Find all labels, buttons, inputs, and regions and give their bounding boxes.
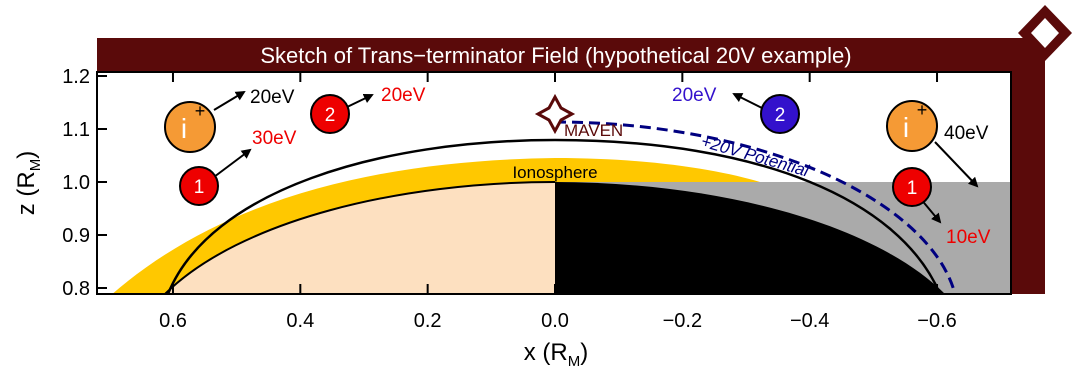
x-tick-label: −0.2 (663, 310, 702, 332)
energy-e2-right: 20eV (672, 85, 717, 106)
ion-right: i + (886, 100, 938, 152)
right-frame-column (1011, 38, 1045, 294)
planet-surface-line (164, 181, 556, 294)
x-tick-label: 0.2 (414, 310, 442, 332)
y-axis-ticks: 0.8 0.9 1.0 1.1 1.2 (62, 66, 107, 300)
energy-e2-left: 20eV (381, 85, 426, 106)
x-axis-label: x (RM) (524, 339, 589, 368)
energy-ion-left: 20eV (250, 87, 295, 108)
arrow-e1-left (213, 148, 252, 178)
title-bar (97, 38, 1045, 72)
ionosphere-label: Ionosphere (512, 163, 597, 182)
y-axis-label: z (RM) (13, 151, 44, 216)
electron-2-right: 2 (760, 94, 800, 134)
svg-text:+: + (195, 101, 206, 121)
svg-text:2: 2 (325, 105, 336, 126)
svg-text:1: 1 (194, 177, 205, 198)
x-tick-label: 0.4 (286, 310, 314, 332)
arrow-e2-left (344, 93, 374, 109)
planet-nightside (555, 182, 945, 294)
chart-title: Sketch of Trans−terminator Field (hypoth… (260, 43, 851, 68)
y-tick-label: 1.1 (62, 119, 90, 141)
svg-text:1: 1 (907, 178, 918, 199)
svg-text:i: i (903, 112, 909, 143)
electron-1-left: 1 (179, 166, 219, 206)
electron-2-left: 2 (310, 94, 350, 134)
y-tick-label: 1.2 (62, 66, 90, 88)
arrow-ion-left (213, 90, 246, 111)
potential-line (554, 120, 957, 294)
svg-text:+: + (917, 100, 928, 120)
field-line (166, 138, 942, 294)
ion-left: i + (164, 101, 216, 153)
maven-marker-icon (534, 93, 576, 135)
energy-e1-left: 30eV (252, 128, 297, 149)
y-tick-label: 0.9 (62, 225, 90, 247)
energy-e1-right: 10eV (946, 227, 991, 248)
svg-text:i: i (181, 113, 187, 144)
arrow-ion-right (934, 141, 979, 188)
planet-dayside (165, 182, 555, 294)
maven-label: MAVEN (564, 121, 623, 140)
x-axis-ticks: 0.6 0.4 0.2 0.0 −0.2 −0.4 −0.6 (159, 72, 957, 332)
y-tick-label: 1.0 (62, 172, 90, 194)
diamond-icon (1018, 5, 1072, 61)
x-tick-label: −0.6 (917, 310, 956, 332)
svg-text:2: 2 (775, 105, 786, 126)
electron-1-right: 1 (892, 167, 932, 207)
x-tick-label: 0.0 (541, 310, 569, 332)
y-tick-label: 0.8 (62, 278, 90, 300)
x-tick-label: −0.4 (790, 310, 829, 332)
arrow-e2-right (732, 93, 763, 109)
x-tick-label: 0.6 (159, 310, 187, 332)
energy-ion-right: 40eV (944, 123, 989, 144)
